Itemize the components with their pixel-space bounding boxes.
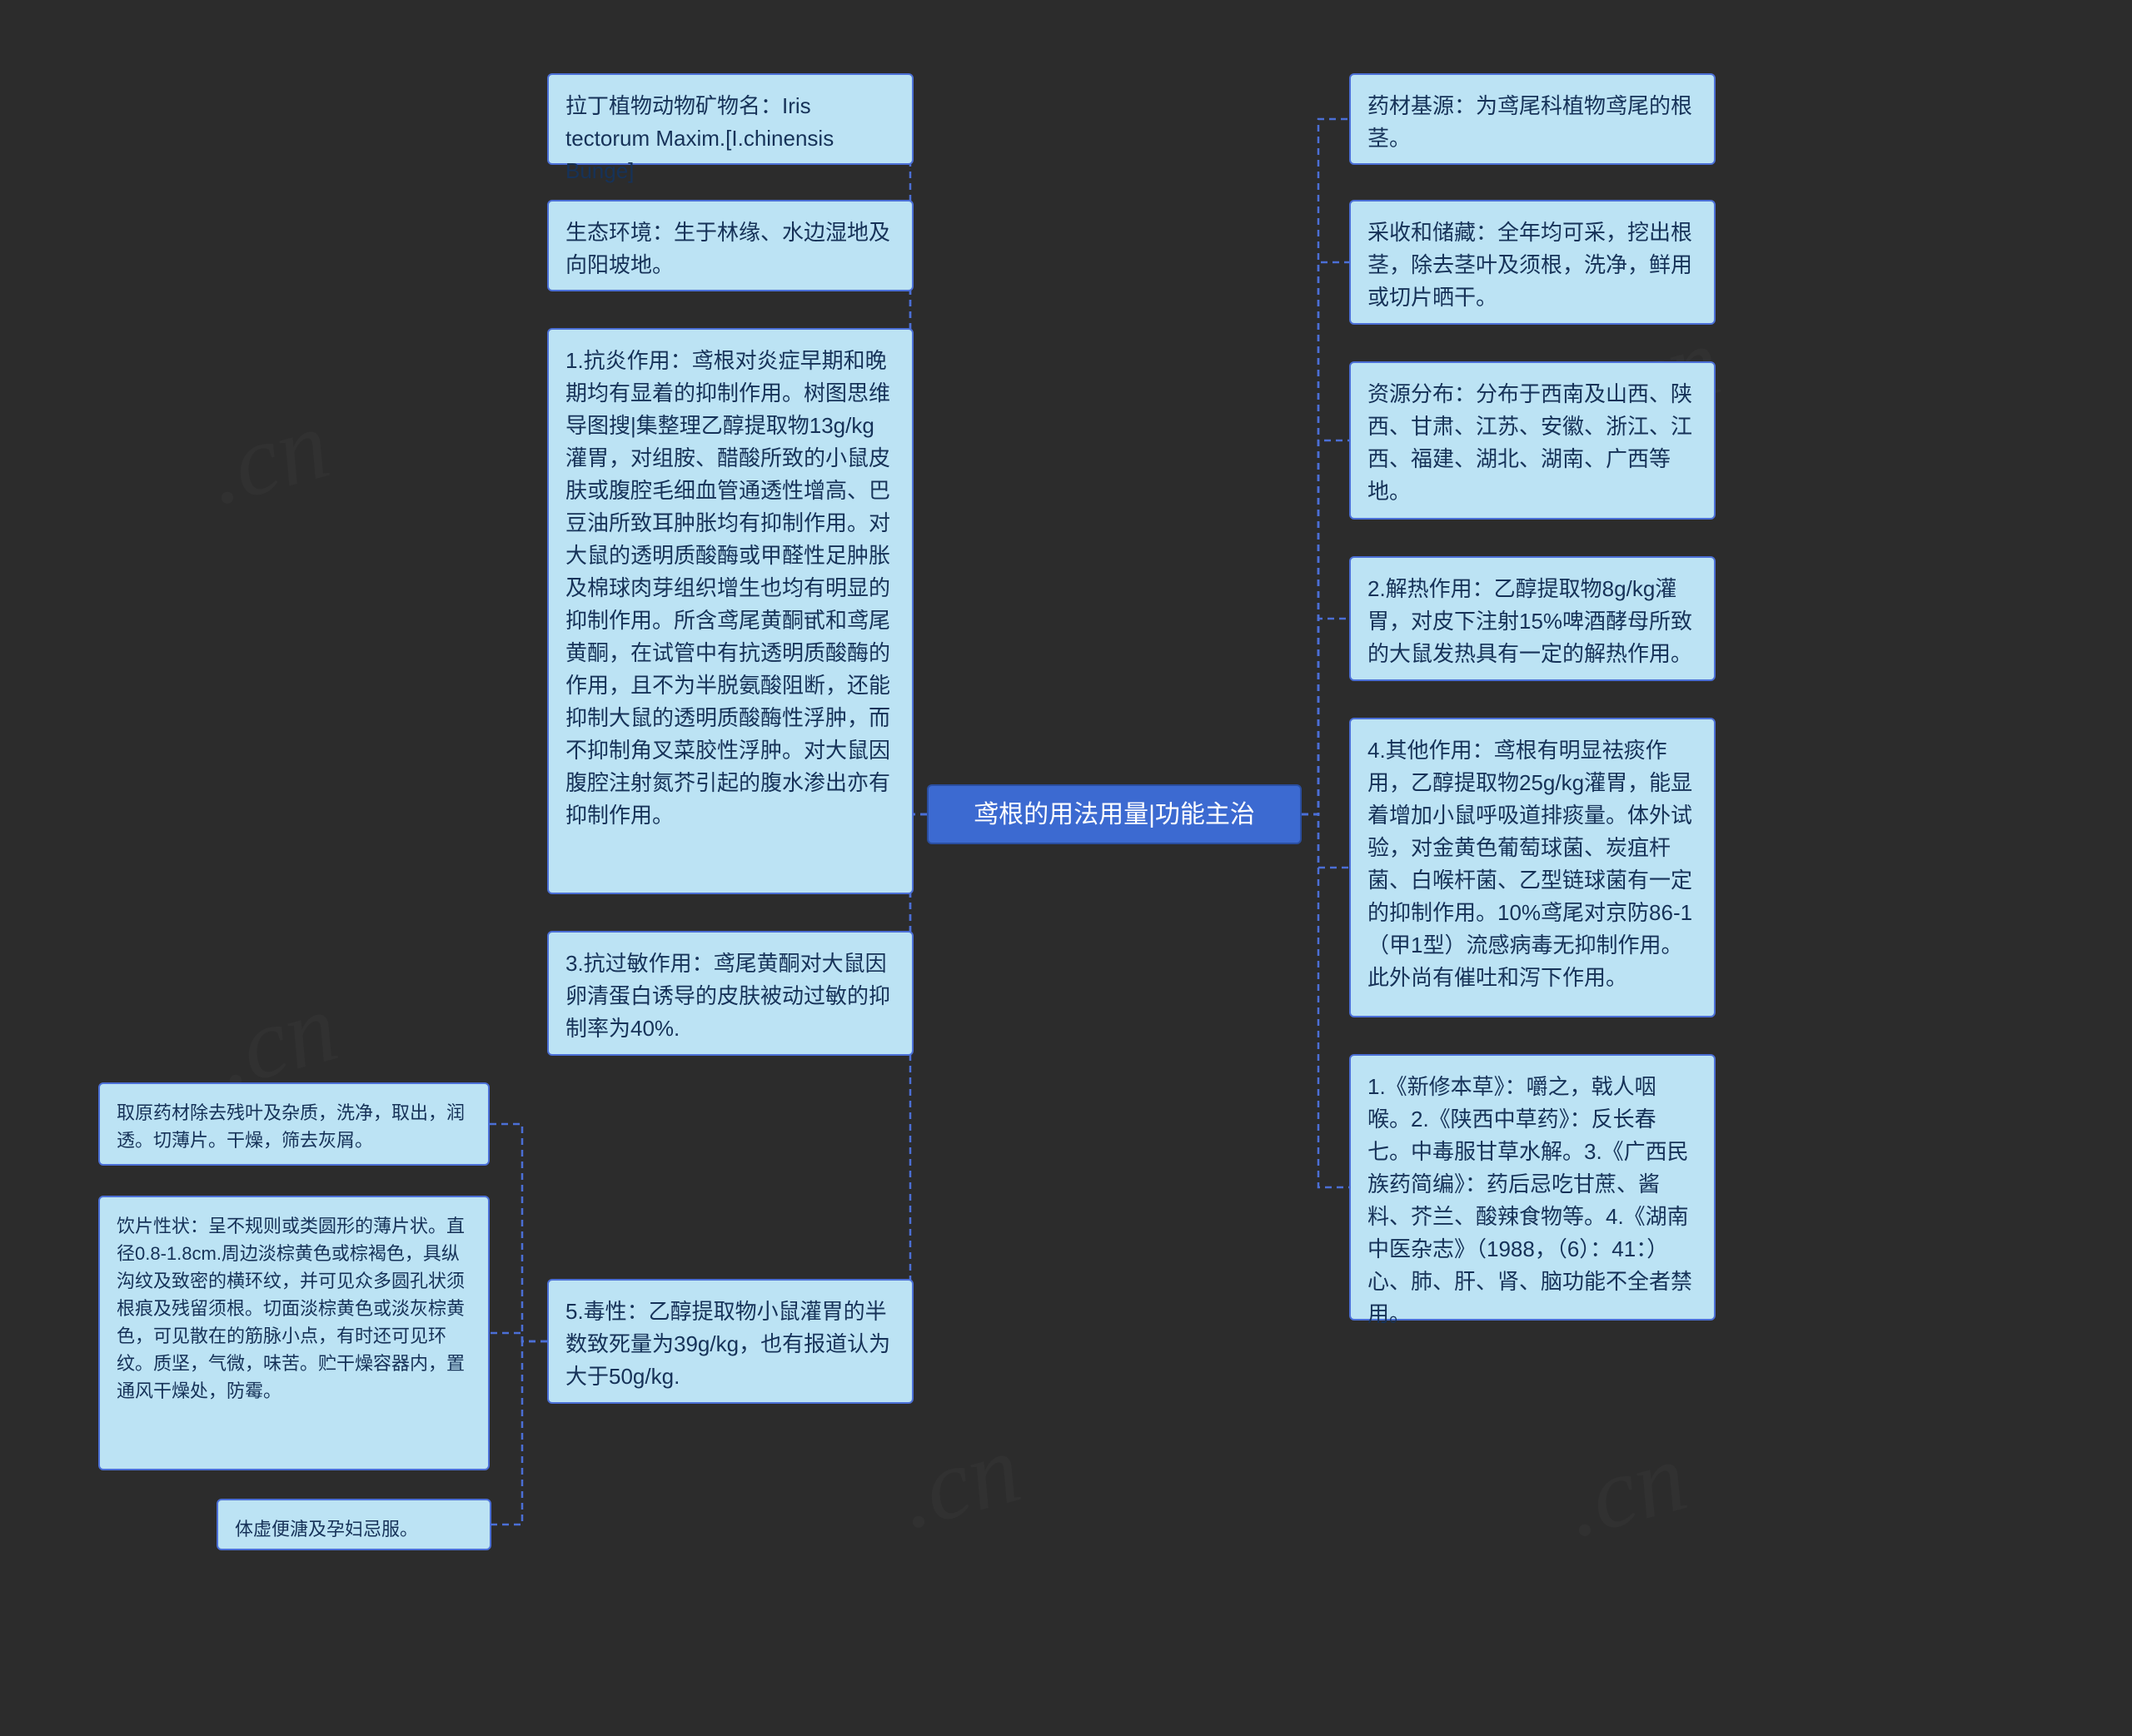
right-branch-node-label: 2.解热作用：乙醇提取物8g/kg灌胃，对皮下注射15%啤酒酵母所致的大鼠发热具…: [1367, 576, 1692, 666]
right-branch-node-label: 1.《新修本草》：嚼之，戟人咽喉。2.《陕西中草药》：反长春七。中毒服甘草水解。…: [1367, 1074, 1692, 1326]
right-branch-node[interactable]: 2.解热作用：乙醇提取物8g/kg灌胃，对皮下注射15%啤酒酵母所致的大鼠发热具…: [1349, 556, 1716, 681]
right-branch-node[interactable]: 药材基源：为鸢尾科植物鸢尾的根茎。: [1349, 73, 1716, 165]
left-branch-node[interactable]: 5.毒性：乙醇提取物小鼠灌胃的半数致死量为39g/kg，也有报道认为大于50g/…: [547, 1279, 914, 1404]
sub-branch-node-label: 取原药材除去残叶及杂质，洗净，取出，润透。切薄片。干燥，筛去灰屑。: [117, 1102, 465, 1151]
watermark: .cn: [196, 386, 341, 528]
left-branch-node-label: 3.抗过敏作用：鸢尾黄酮对大鼠因卵清蛋白诱导的皮肤被动过敏的抑制率为40%.: [565, 951, 890, 1041]
left-branch-node-label: 5.毒性：乙醇提取物小鼠灌胃的半数致死量为39g/kg，也有报道认为大于50g/…: [565, 1299, 890, 1389]
watermark: .cn: [1553, 1419, 1698, 1560]
mindmap-canvas: .cn.cn.cn.cn.cn.cn 鸢根的用法用量|功能主治 拉丁植物动物矿物…: [0, 0, 2132, 1736]
right-branch-node-label: 资源分布：分布于西南及山西、陕西、甘肃、江苏、安徽、浙江、江西、福建、湖北、湖南…: [1367, 381, 1692, 504]
right-branch-node[interactable]: 1.《新修本草》：嚼之，戟人咽喉。2.《陕西中草药》：反长春七。中毒服甘草水解。…: [1349, 1054, 1716, 1321]
left-branch-node-label: 生态环境：生于林缘、水边湿地及向阳坡地。: [565, 220, 890, 277]
watermark: .cn: [887, 1410, 1032, 1552]
left-branch-node[interactable]: 拉丁植物动物矿物名：Iris tectorum Maxim.[I.chinens…: [547, 73, 914, 165]
right-branch-node[interactable]: 采收和储藏：全年均可采，挖出根茎，除去茎叶及须根，洗净，鲜用或切片晒干。: [1349, 200, 1716, 325]
right-branch-node[interactable]: 资源分布：分布于西南及山西、陕西、甘肃、江苏、安徽、浙江、江西、福建、湖北、湖南…: [1349, 361, 1716, 520]
right-branch-node-label: 药材基源：为鸢尾科植物鸢尾的根茎。: [1367, 93, 1692, 151]
root-label: 鸢根的用法用量|功能主治: [974, 796, 1255, 833]
left-branch-node[interactable]: 生态环境：生于林缘、水边湿地及向阳坡地。: [547, 200, 914, 291]
right-branch-node-label: 4.其他作用：鸢根有明显祛痰作用，乙醇提取物25g/kg灌胃，能显着增加小鼠呼吸…: [1367, 738, 1692, 990]
left-branch-node-label: 1.抗炎作用：鸢根对炎症早期和晚期均有显着的抑制作用。树图思维导图搜|集整理乙醇…: [565, 348, 890, 828]
left-branch-node-label: 拉丁植物动物矿物名：Iris tectorum Maxim.[I.chinens…: [565, 93, 834, 183]
left-branch-node[interactable]: 3.抗过敏作用：鸢尾黄酮对大鼠因卵清蛋白诱导的皮肤被动过敏的抑制率为40%.: [547, 931, 914, 1056]
root-node[interactable]: 鸢根的用法用量|功能主治: [927, 784, 1302, 844]
sub-branch-node[interactable]: 饮片性状：呈不规则或类圆形的薄片状。直径0.8-1.8cm.周边淡棕黄色或棕褐色…: [98, 1196, 490, 1470]
left-branch-node[interactable]: 1.抗炎作用：鸢根对炎症早期和晚期均有显着的抑制作用。树图思维导图搜|集整理乙醇…: [547, 328, 914, 894]
connector-lines: [0, 0, 2132, 1736]
sub-branch-node[interactable]: 取原药材除去残叶及杂质，洗净，取出，润透。切薄片。干燥，筛去灰屑。: [98, 1082, 490, 1166]
right-branch-node-label: 采收和储藏：全年均可采，挖出根茎，除去茎叶及须根，洗净，鲜用或切片晒干。: [1367, 220, 1692, 310]
sub-branch-node-label: 饮片性状：呈不规则或类圆形的薄片状。直径0.8-1.8cm.周边淡棕黄色或棕褐色…: [117, 1216, 465, 1401]
right-branch-node[interactable]: 4.其他作用：鸢根有明显祛痰作用，乙醇提取物25g/kg灌胃，能显着增加小鼠呼吸…: [1349, 718, 1716, 1017]
sub-branch-node-label: 体虚便溏及孕妇忌服。: [235, 1519, 418, 1540]
sub-branch-node[interactable]: 体虚便溏及孕妇忌服。: [217, 1499, 491, 1550]
